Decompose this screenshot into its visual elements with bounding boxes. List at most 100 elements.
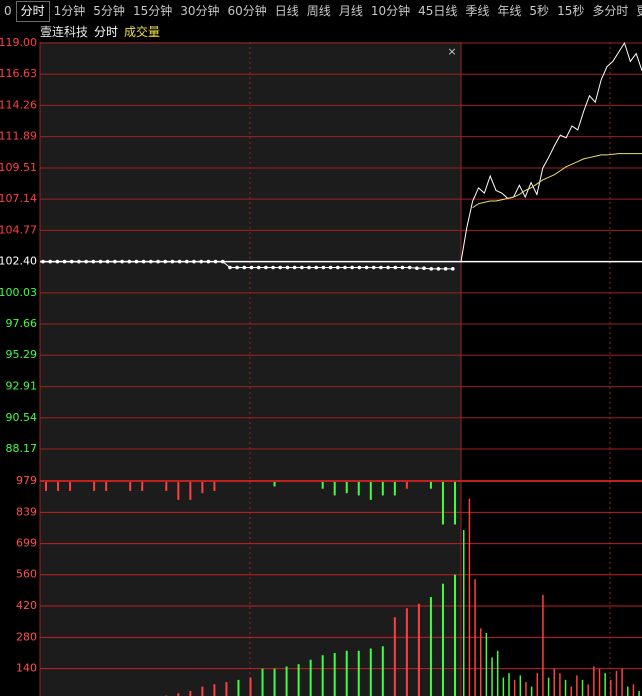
volume-bar — [536, 673, 539, 696]
auction-top-bar — [429, 482, 432, 489]
volume-bar — [496, 650, 499, 696]
y-tick-label: 104.77 — [0, 223, 37, 236]
auction-top-bar — [165, 482, 168, 491]
auction-top-bar — [45, 482, 48, 491]
volume-bar — [357, 650, 360, 696]
volume-bar — [587, 684, 589, 696]
y-tick-label: 90.54 — [6, 411, 38, 424]
volume-bar — [519, 675, 522, 696]
auction-top-bar — [93, 482, 96, 491]
volume-bar — [502, 677, 505, 696]
volume-bar — [429, 597, 432, 696]
auction-top-bar — [213, 482, 216, 491]
y-tick-label: 97.66 — [6, 317, 38, 330]
tab[interactable]: 分时 — [15, 1, 50, 22]
auction-top-bar — [189, 482, 192, 500]
tab[interactable]: 15分钟 — [132, 4, 173, 18]
volume-bar — [213, 684, 216, 696]
volume-bar — [321, 655, 324, 696]
tab-bar: 0 分时 1分钟 5分钟 15分钟 30分钟 60分钟 日线 周线 月线 10分钟 45日线 季线 年线 5… — [0, 0, 642, 22]
y-tick-label: 560 — [16, 568, 37, 581]
volume-bar — [474, 579, 476, 696]
volume-bar — [345, 650, 348, 696]
y-tick-label: 280 — [16, 630, 37, 643]
tab[interactable]: 60分钟 — [227, 4, 267, 18]
tab[interactable]: 季线 — [465, 4, 490, 18]
auction-top-bar — [177, 482, 180, 500]
volume-bar — [581, 679, 584, 696]
tab[interactable]: 30分钟 — [180, 4, 220, 18]
y-tick-label: 699 — [16, 537, 37, 550]
volume-bar — [393, 617, 396, 696]
price-line — [460, 41, 642, 262]
volume-bar — [508, 673, 510, 696]
auction-dot — [113, 259, 117, 264]
volume-bar — [610, 679, 612, 696]
y-tick-label: 107.14 — [0, 192, 37, 205]
y-tick-label: 102.40 — [0, 255, 37, 268]
volume-bar — [542, 594, 544, 696]
y-tick-label: 420 — [16, 599, 37, 612]
tab[interactable]: 年线 — [497, 4, 522, 18]
y-tick-label: 92.91 — [6, 380, 38, 393]
volume-bar — [632, 684, 635, 696]
tab[interactable]: 周线 — [306, 4, 331, 18]
volume-bar — [463, 529, 465, 696]
volume-bar — [468, 498, 471, 696]
tab[interactable]: 日线 — [274, 4, 299, 18]
volume-bar — [525, 682, 527, 696]
volume-bar — [638, 691, 640, 696]
tab[interactable]: 5分钟 — [93, 4, 125, 18]
volume-bar — [604, 673, 606, 696]
auction-top-bar — [357, 482, 360, 496]
y-tick-label: 140 — [16, 662, 37, 675]
close-icon[interactable]: × — [447, 45, 456, 58]
y-tick-label: 111.89 — [0, 130, 37, 143]
volume-bar — [530, 686, 533, 696]
y-tick-label: 109.51 — [0, 161, 37, 174]
volume-bar — [237, 679, 240, 696]
volume-bar — [333, 653, 336, 696]
y-tick-label: 839 — [16, 505, 37, 518]
price-line — [472, 153, 642, 209]
auction-top-bar — [273, 482, 276, 487]
tab[interactable]: 月线 — [338, 4, 363, 18]
indicator: 成交量 — [124, 25, 161, 39]
y-tick-label: 119.00 — [0, 36, 37, 49]
volume-bar — [201, 686, 204, 696]
tab[interactable]: 0 — [4, 4, 12, 18]
auction-top-bar — [369, 482, 372, 500]
mode: 分时 — [94, 25, 119, 39]
auction-top-bar — [141, 482, 144, 491]
volume-bar — [285, 666, 288, 696]
tab[interactable]: 10分钟 — [370, 4, 411, 18]
auction-top-bar — [69, 482, 72, 491]
volume-bar — [547, 677, 550, 696]
volume-bar — [564, 679, 567, 696]
y-tick-label: 100.03 — [0, 286, 37, 299]
tab[interactable]: 1分钟 — [53, 4, 86, 18]
volume-bar — [621, 668, 623, 696]
tab[interactable]: 15秒 — [557, 4, 585, 18]
y-tick-label: 95.29 — [6, 348, 38, 361]
volume-bar — [453, 574, 456, 696]
tab[interactable]: 更 — [632, 0, 642, 22]
volume-bar — [598, 668, 601, 696]
volume-bar — [570, 686, 572, 696]
volume-bar — [417, 603, 420, 696]
volume-bar — [297, 664, 300, 696]
volume-bar — [593, 666, 595, 696]
auction-dot — [451, 267, 455, 271]
volume-bar — [249, 677, 252, 696]
volume-bar — [479, 628, 482, 696]
volume-bar — [576, 675, 578, 696]
volume-bar — [441, 583, 444, 696]
tab[interactable]: 多分时 — [592, 4, 629, 18]
tab[interactable]: 45日线 — [418, 4, 458, 18]
volume-bar — [485, 632, 488, 696]
stock-name: 壹连科技 — [40, 25, 89, 39]
tab[interactable]: 5秒 — [529, 4, 550, 18]
auction-dot — [91, 259, 96, 264]
auction-top-bar — [57, 482, 60, 491]
